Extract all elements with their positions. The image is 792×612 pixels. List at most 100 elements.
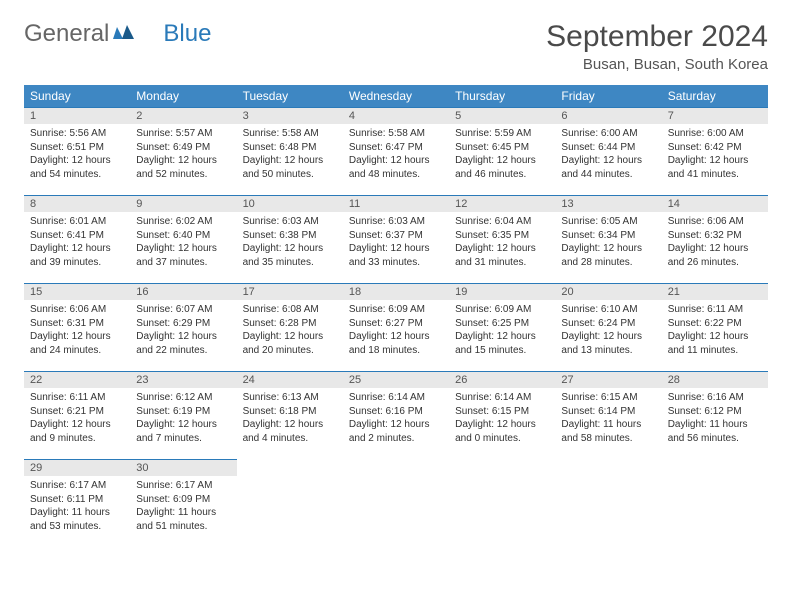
calendar-cell: 14Sunrise: 6:06 AMSunset: 6:32 PMDayligh…	[662, 195, 768, 283]
calendar-cell: 22Sunrise: 6:11 AMSunset: 6:21 PMDayligh…	[24, 371, 130, 459]
location-text: Busan, Busan, South Korea	[546, 56, 768, 73]
calendar-cell: 10Sunrise: 6:03 AMSunset: 6:38 PMDayligh…	[237, 195, 343, 283]
calendar-row: 29Sunrise: 6:17 AMSunset: 6:11 PMDayligh…	[24, 459, 768, 547]
calendar-body: 1Sunrise: 5:56 AMSunset: 6:51 PMDaylight…	[24, 107, 768, 547]
day-number: 5	[449, 107, 555, 124]
calendar-cell	[237, 459, 343, 547]
calendar-cell: 11Sunrise: 6:03 AMSunset: 6:37 PMDayligh…	[343, 195, 449, 283]
weekday-header-row: Sunday Monday Tuesday Wednesday Thursday…	[24, 85, 768, 107]
day-number: 10	[237, 195, 343, 212]
day-details: Sunrise: 6:13 AMSunset: 6:18 PMDaylight:…	[237, 388, 343, 451]
day-details: Sunrise: 6:08 AMSunset: 6:28 PMDaylight:…	[237, 300, 343, 363]
day-details: Sunrise: 6:09 AMSunset: 6:25 PMDaylight:…	[449, 300, 555, 363]
logo: General Blue	[24, 20, 211, 48]
logo-text-general: General	[24, 20, 109, 48]
day-number: 7	[662, 107, 768, 124]
day-number: 3	[237, 107, 343, 124]
calendar-row: 22Sunrise: 6:11 AMSunset: 6:21 PMDayligh…	[24, 371, 768, 459]
calendar-cell	[449, 459, 555, 547]
calendar-cell: 12Sunrise: 6:04 AMSunset: 6:35 PMDayligh…	[449, 195, 555, 283]
calendar-cell: 8Sunrise: 6:01 AMSunset: 6:41 PMDaylight…	[24, 195, 130, 283]
day-details: Sunrise: 6:03 AMSunset: 6:38 PMDaylight:…	[237, 212, 343, 275]
calendar-cell: 4Sunrise: 5:58 AMSunset: 6:47 PMDaylight…	[343, 107, 449, 195]
calendar-cell: 1Sunrise: 5:56 AMSunset: 6:51 PMDaylight…	[24, 107, 130, 195]
calendar-cell	[343, 459, 449, 547]
calendar-cell: 9Sunrise: 6:02 AMSunset: 6:40 PMDaylight…	[130, 195, 236, 283]
day-number: 6	[555, 107, 661, 124]
day-number: 16	[130, 283, 236, 300]
day-details: Sunrise: 6:04 AMSunset: 6:35 PMDaylight:…	[449, 212, 555, 275]
day-number: 12	[449, 195, 555, 212]
page-header: General Blue September 2024 Busan, Busan…	[24, 20, 768, 73]
day-details: Sunrise: 6:06 AMSunset: 6:32 PMDaylight:…	[662, 212, 768, 275]
day-number: 23	[130, 371, 236, 388]
logo-flag-icon	[113, 20, 135, 48]
day-number: 27	[555, 371, 661, 388]
calendar-row: 8Sunrise: 6:01 AMSunset: 6:41 PMDaylight…	[24, 195, 768, 283]
day-details: Sunrise: 6:01 AMSunset: 6:41 PMDaylight:…	[24, 212, 130, 275]
day-details: Sunrise: 6:17 AMSunset: 6:11 PMDaylight:…	[24, 476, 130, 539]
day-details: Sunrise: 6:06 AMSunset: 6:31 PMDaylight:…	[24, 300, 130, 363]
calendar-cell: 27Sunrise: 6:15 AMSunset: 6:14 PMDayligh…	[555, 371, 661, 459]
calendar-table: Sunday Monday Tuesday Wednesday Thursday…	[24, 85, 768, 547]
weekday-header: Wednesday	[343, 85, 449, 107]
calendar-cell: 6Sunrise: 6:00 AMSunset: 6:44 PMDaylight…	[555, 107, 661, 195]
day-number: 28	[662, 371, 768, 388]
day-number: 13	[555, 195, 661, 212]
month-title: September 2024	[546, 20, 768, 54]
weekday-header: Tuesday	[237, 85, 343, 107]
day-details: Sunrise: 5:56 AMSunset: 6:51 PMDaylight:…	[24, 124, 130, 187]
calendar-cell: 13Sunrise: 6:05 AMSunset: 6:34 PMDayligh…	[555, 195, 661, 283]
calendar-cell	[662, 459, 768, 547]
day-details: Sunrise: 6:12 AMSunset: 6:19 PMDaylight:…	[130, 388, 236, 451]
day-number: 14	[662, 195, 768, 212]
calendar-cell: 3Sunrise: 5:58 AMSunset: 6:48 PMDaylight…	[237, 107, 343, 195]
day-details: Sunrise: 6:03 AMSunset: 6:37 PMDaylight:…	[343, 212, 449, 275]
day-number: 24	[237, 371, 343, 388]
day-details: Sunrise: 6:15 AMSunset: 6:14 PMDaylight:…	[555, 388, 661, 451]
calendar-cell: 17Sunrise: 6:08 AMSunset: 6:28 PMDayligh…	[237, 283, 343, 371]
day-details: Sunrise: 6:02 AMSunset: 6:40 PMDaylight:…	[130, 212, 236, 275]
calendar-cell: 28Sunrise: 6:16 AMSunset: 6:12 PMDayligh…	[662, 371, 768, 459]
day-details: Sunrise: 6:11 AMSunset: 6:21 PMDaylight:…	[24, 388, 130, 451]
calendar-cell: 30Sunrise: 6:17 AMSunset: 6:09 PMDayligh…	[130, 459, 236, 547]
calendar-row: 1Sunrise: 5:56 AMSunset: 6:51 PMDaylight…	[24, 107, 768, 195]
day-number: 19	[449, 283, 555, 300]
day-number: 21	[662, 283, 768, 300]
day-details: Sunrise: 5:59 AMSunset: 6:45 PMDaylight:…	[449, 124, 555, 187]
calendar-cell: 24Sunrise: 6:13 AMSunset: 6:18 PMDayligh…	[237, 371, 343, 459]
day-number: 9	[130, 195, 236, 212]
day-number: 17	[237, 283, 343, 300]
calendar-cell: 26Sunrise: 6:14 AMSunset: 6:15 PMDayligh…	[449, 371, 555, 459]
day-details: Sunrise: 6:17 AMSunset: 6:09 PMDaylight:…	[130, 476, 236, 539]
day-details: Sunrise: 6:10 AMSunset: 6:24 PMDaylight:…	[555, 300, 661, 363]
day-details: Sunrise: 6:05 AMSunset: 6:34 PMDaylight:…	[555, 212, 661, 275]
day-details: Sunrise: 6:14 AMSunset: 6:15 PMDaylight:…	[449, 388, 555, 451]
weekday-header: Thursday	[449, 85, 555, 107]
calendar-cell: 5Sunrise: 5:59 AMSunset: 6:45 PMDaylight…	[449, 107, 555, 195]
day-number: 2	[130, 107, 236, 124]
day-details: Sunrise: 6:14 AMSunset: 6:16 PMDaylight:…	[343, 388, 449, 451]
day-details: Sunrise: 6:09 AMSunset: 6:27 PMDaylight:…	[343, 300, 449, 363]
calendar-cell: 29Sunrise: 6:17 AMSunset: 6:11 PMDayligh…	[24, 459, 130, 547]
weekday-header: Friday	[555, 85, 661, 107]
day-number: 30	[130, 459, 236, 476]
day-number: 11	[343, 195, 449, 212]
day-details: Sunrise: 5:57 AMSunset: 6:49 PMDaylight:…	[130, 124, 236, 187]
weekday-header: Monday	[130, 85, 236, 107]
calendar-cell	[555, 459, 661, 547]
calendar-cell: 18Sunrise: 6:09 AMSunset: 6:27 PMDayligh…	[343, 283, 449, 371]
day-details: Sunrise: 6:00 AMSunset: 6:44 PMDaylight:…	[555, 124, 661, 187]
weekday-header: Saturday	[662, 85, 768, 107]
day-number: 20	[555, 283, 661, 300]
logo-text-blue: Blue	[163, 20, 211, 48]
day-number: 4	[343, 107, 449, 124]
day-number: 22	[24, 371, 130, 388]
day-number: 1	[24, 107, 130, 124]
day-number: 8	[24, 195, 130, 212]
calendar-cell: 15Sunrise: 6:06 AMSunset: 6:31 PMDayligh…	[24, 283, 130, 371]
calendar-cell: 23Sunrise: 6:12 AMSunset: 6:19 PMDayligh…	[130, 371, 236, 459]
calendar-cell: 19Sunrise: 6:09 AMSunset: 6:25 PMDayligh…	[449, 283, 555, 371]
calendar-cell: 2Sunrise: 5:57 AMSunset: 6:49 PMDaylight…	[130, 107, 236, 195]
day-details: Sunrise: 6:00 AMSunset: 6:42 PMDaylight:…	[662, 124, 768, 187]
